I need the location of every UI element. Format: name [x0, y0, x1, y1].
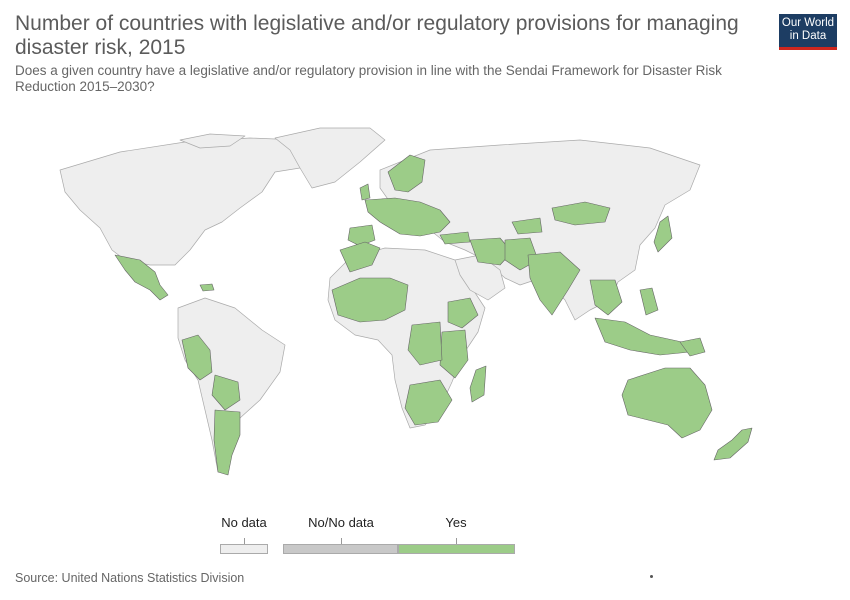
region-indonesia[interactable]	[594, 317, 691, 356]
legend-swatch-yes[interactable]	[398, 544, 515, 554]
region-bolivia-paraguay[interactable]	[211, 374, 241, 411]
region-uk[interactable]	[359, 183, 371, 201]
logo-line-1: Our World	[781, 17, 835, 29]
legend-swatch-no-no-data[interactable]	[283, 544, 398, 554]
region-ethiopia[interactable]	[447, 297, 479, 329]
region-scandinavia[interactable]	[387, 154, 426, 193]
region-japan[interactable]	[653, 215, 673, 253]
region-southeast-asia[interactable]	[589, 279, 623, 316]
region-caribbean[interactable]	[199, 283, 215, 292]
region-southern-africa[interactable]	[404, 379, 453, 426]
region-north-america[interactable]	[59, 137, 321, 266]
legend-tick	[456, 538, 457, 544]
region-morocco[interactable]	[339, 241, 381, 273]
legend-tick	[341, 538, 342, 544]
legend-tick	[244, 538, 245, 544]
region-drc[interactable]	[407, 321, 443, 366]
region-madagascar[interactable]	[469, 365, 487, 403]
region-australia[interactable]	[621, 367, 713, 439]
legend-swatch-no-data[interactable]	[220, 544, 268, 554]
region-turkey[interactable]	[439, 231, 471, 245]
decorative-dot	[650, 575, 653, 578]
world-map[interactable]	[0, 110, 850, 490]
region-argentina[interactable]	[213, 409, 241, 476]
region-peru[interactable]	[181, 334, 213, 381]
logo-line-2: in Data	[789, 30, 827, 42]
region-western-europe[interactable]	[364, 197, 451, 237]
region-arctic-islands[interactable]	[179, 133, 246, 149]
chart-title: Number of countries with legislative and…	[15, 12, 739, 59]
region-india[interactable]	[527, 251, 581, 316]
map-legend: No data No/No data Yes	[0, 505, 850, 555]
region-mexico[interactable]	[114, 254, 169, 301]
source-note: Source: United Nations Statistics Divisi…	[15, 571, 245, 585]
owid-logo[interactable]: Our World in Data	[779, 14, 837, 50]
legend-label-no-no-data: No/No data	[308, 515, 374, 530]
region-png[interactable]	[679, 337, 706, 357]
region-new-zealand[interactable]	[713, 427, 753, 461]
chart-subtitle: Does a given country have a legislative …	[15, 63, 722, 94]
region-kazakhstan[interactable]	[511, 217, 543, 235]
legend-label-no-data: No data	[221, 515, 267, 530]
region-philippines[interactable]	[639, 287, 659, 316]
region-mongolia[interactable]	[551, 201, 611, 226]
region-west-africa[interactable]	[331, 277, 409, 323]
legend-label-yes: Yes	[445, 515, 467, 530]
region-greenland[interactable]	[274, 127, 386, 189]
